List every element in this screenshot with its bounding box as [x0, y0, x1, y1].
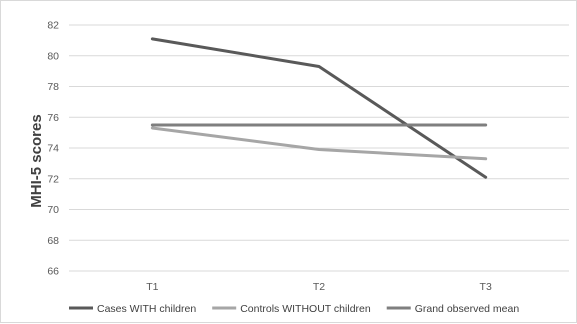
y-tick-label-66: 66	[47, 266, 59, 278]
gridlines	[69, 24, 569, 272]
legend-label-3: Grand observed mean	[415, 303, 520, 315]
x-tick-label-t3: T3	[480, 281, 492, 293]
series-lines	[150, 37, 488, 179]
series-line-1	[150, 37, 488, 179]
y-tick-label-68: 68	[47, 235, 59, 247]
y-tick-label-70: 70	[47, 204, 59, 216]
y-axis-title: MHI-5 scores	[28, 114, 45, 207]
y-tick-label-82: 82	[47, 20, 59, 32]
x-tick-label-t2: T2	[313, 281, 325, 293]
y-tick-label-80: 80	[47, 50, 59, 62]
y-tick-label-76: 76	[47, 112, 59, 124]
legend-label-1: Cases WITH children	[97, 303, 196, 315]
legend-label-2: Controls WITHOUT children	[240, 303, 371, 315]
y-tick-label-74: 74	[47, 143, 59, 155]
series-line-2	[150, 126, 488, 161]
legend: Cases WITH children Controls WITHOUT chil…	[69, 303, 519, 315]
y-tick-label-78: 78	[47, 81, 59, 93]
y-tick-label-72: 72	[47, 173, 59, 185]
x-axis-ticks: T1 T2 T3	[146, 281, 492, 293]
x-tick-label-t1: T1	[146, 281, 158, 293]
y-axis-ticks: 66 68 70 72 74 76 78 80 82	[47, 20, 59, 278]
